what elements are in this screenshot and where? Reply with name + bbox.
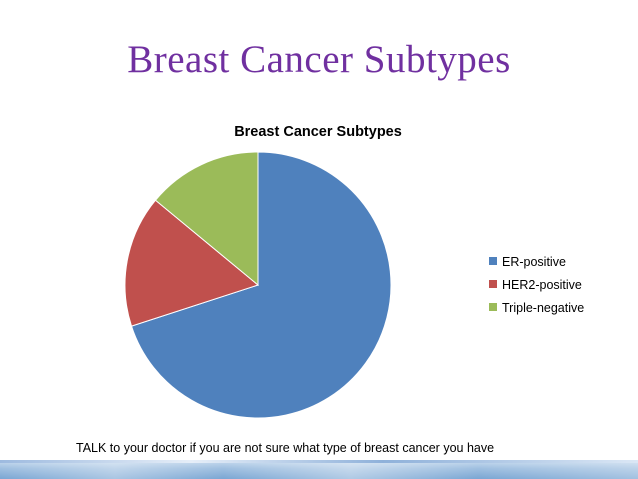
bottom-decorative-stripe (0, 460, 638, 463)
chart-legend: ER-positive HER2-positive Triple-negative (489, 255, 584, 315)
slide-title: Breast Cancer Subtypes (127, 38, 511, 81)
legend-label-triple-negative: Triple-negative (502, 301, 584, 315)
pie-slice-triple-negative (154, 151, 259, 287)
legend-label-her2-positive: HER2-positive (502, 278, 582, 292)
pie-slice-er-positive (130, 151, 392, 419)
chart-title: Breast Cancer Subtypes (234, 124, 402, 140)
legend-swatch-er-positive (489, 257, 497, 265)
legend-swatch-triple-negative (489, 303, 497, 311)
pie-slice-her2-positive (124, 199, 260, 327)
bottom-decorative-band (0, 460, 638, 479)
pie-slices (124, 151, 392, 419)
legend-swatch-her2-positive (489, 280, 497, 288)
footer-note: TALK to your doctor if you are not sure … (76, 441, 495, 455)
legend-label-er-positive: ER-positive (502, 255, 566, 269)
